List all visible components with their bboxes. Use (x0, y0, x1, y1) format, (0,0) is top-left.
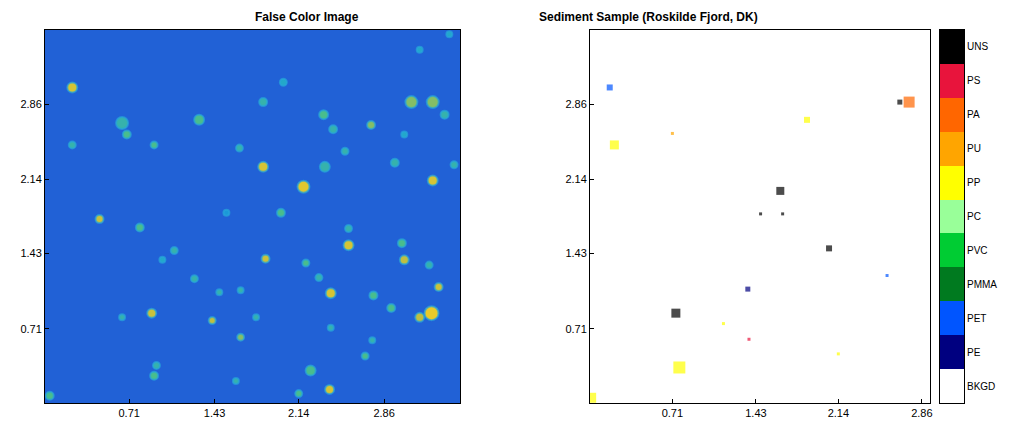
svg-text:PE: PE (967, 347, 981, 358)
svg-text:2.14: 2.14 (288, 407, 309, 419)
svg-text:1.43: 1.43 (204, 407, 225, 419)
svg-text:1.43: 1.43 (745, 407, 766, 419)
svg-text:0.71: 0.71 (662, 407, 683, 419)
svg-text:0.71: 0.71 (118, 407, 139, 419)
svg-text:PS: PS (967, 75, 981, 86)
svg-text:2.14: 2.14 (20, 173, 41, 185)
svg-text:PET: PET (967, 313, 986, 324)
svg-text:1.43: 1.43 (20, 247, 41, 259)
svg-text:2.86: 2.86 (565, 98, 586, 110)
svg-text:PC: PC (967, 211, 981, 222)
svg-text:PP: PP (967, 177, 981, 188)
svg-text:0.71: 0.71 (20, 323, 41, 335)
svg-text:2.86: 2.86 (20, 98, 41, 110)
svg-text:Sediment Sample (Roskilde Fjor: Sediment Sample (Roskilde Fjord, DK) (539, 10, 758, 24)
svg-text:BKGD: BKGD (967, 381, 995, 392)
svg-text:2.14: 2.14 (828, 407, 849, 419)
svg-text:PVC: PVC (967, 245, 988, 256)
svg-text:1.43: 1.43 (565, 247, 586, 259)
svg-text:PA: PA (967, 109, 980, 120)
svg-text:False Color Image: False Color Image (255, 10, 359, 24)
svg-text:2.86: 2.86 (911, 407, 932, 419)
svg-text:PU: PU (967, 143, 981, 154)
svg-text:0.71: 0.71 (565, 323, 586, 335)
svg-text:PMMA: PMMA (967, 279, 997, 290)
svg-text:2.14: 2.14 (565, 173, 586, 185)
svg-text:2.86: 2.86 (373, 407, 394, 419)
svg-text:UNS: UNS (967, 41, 988, 52)
